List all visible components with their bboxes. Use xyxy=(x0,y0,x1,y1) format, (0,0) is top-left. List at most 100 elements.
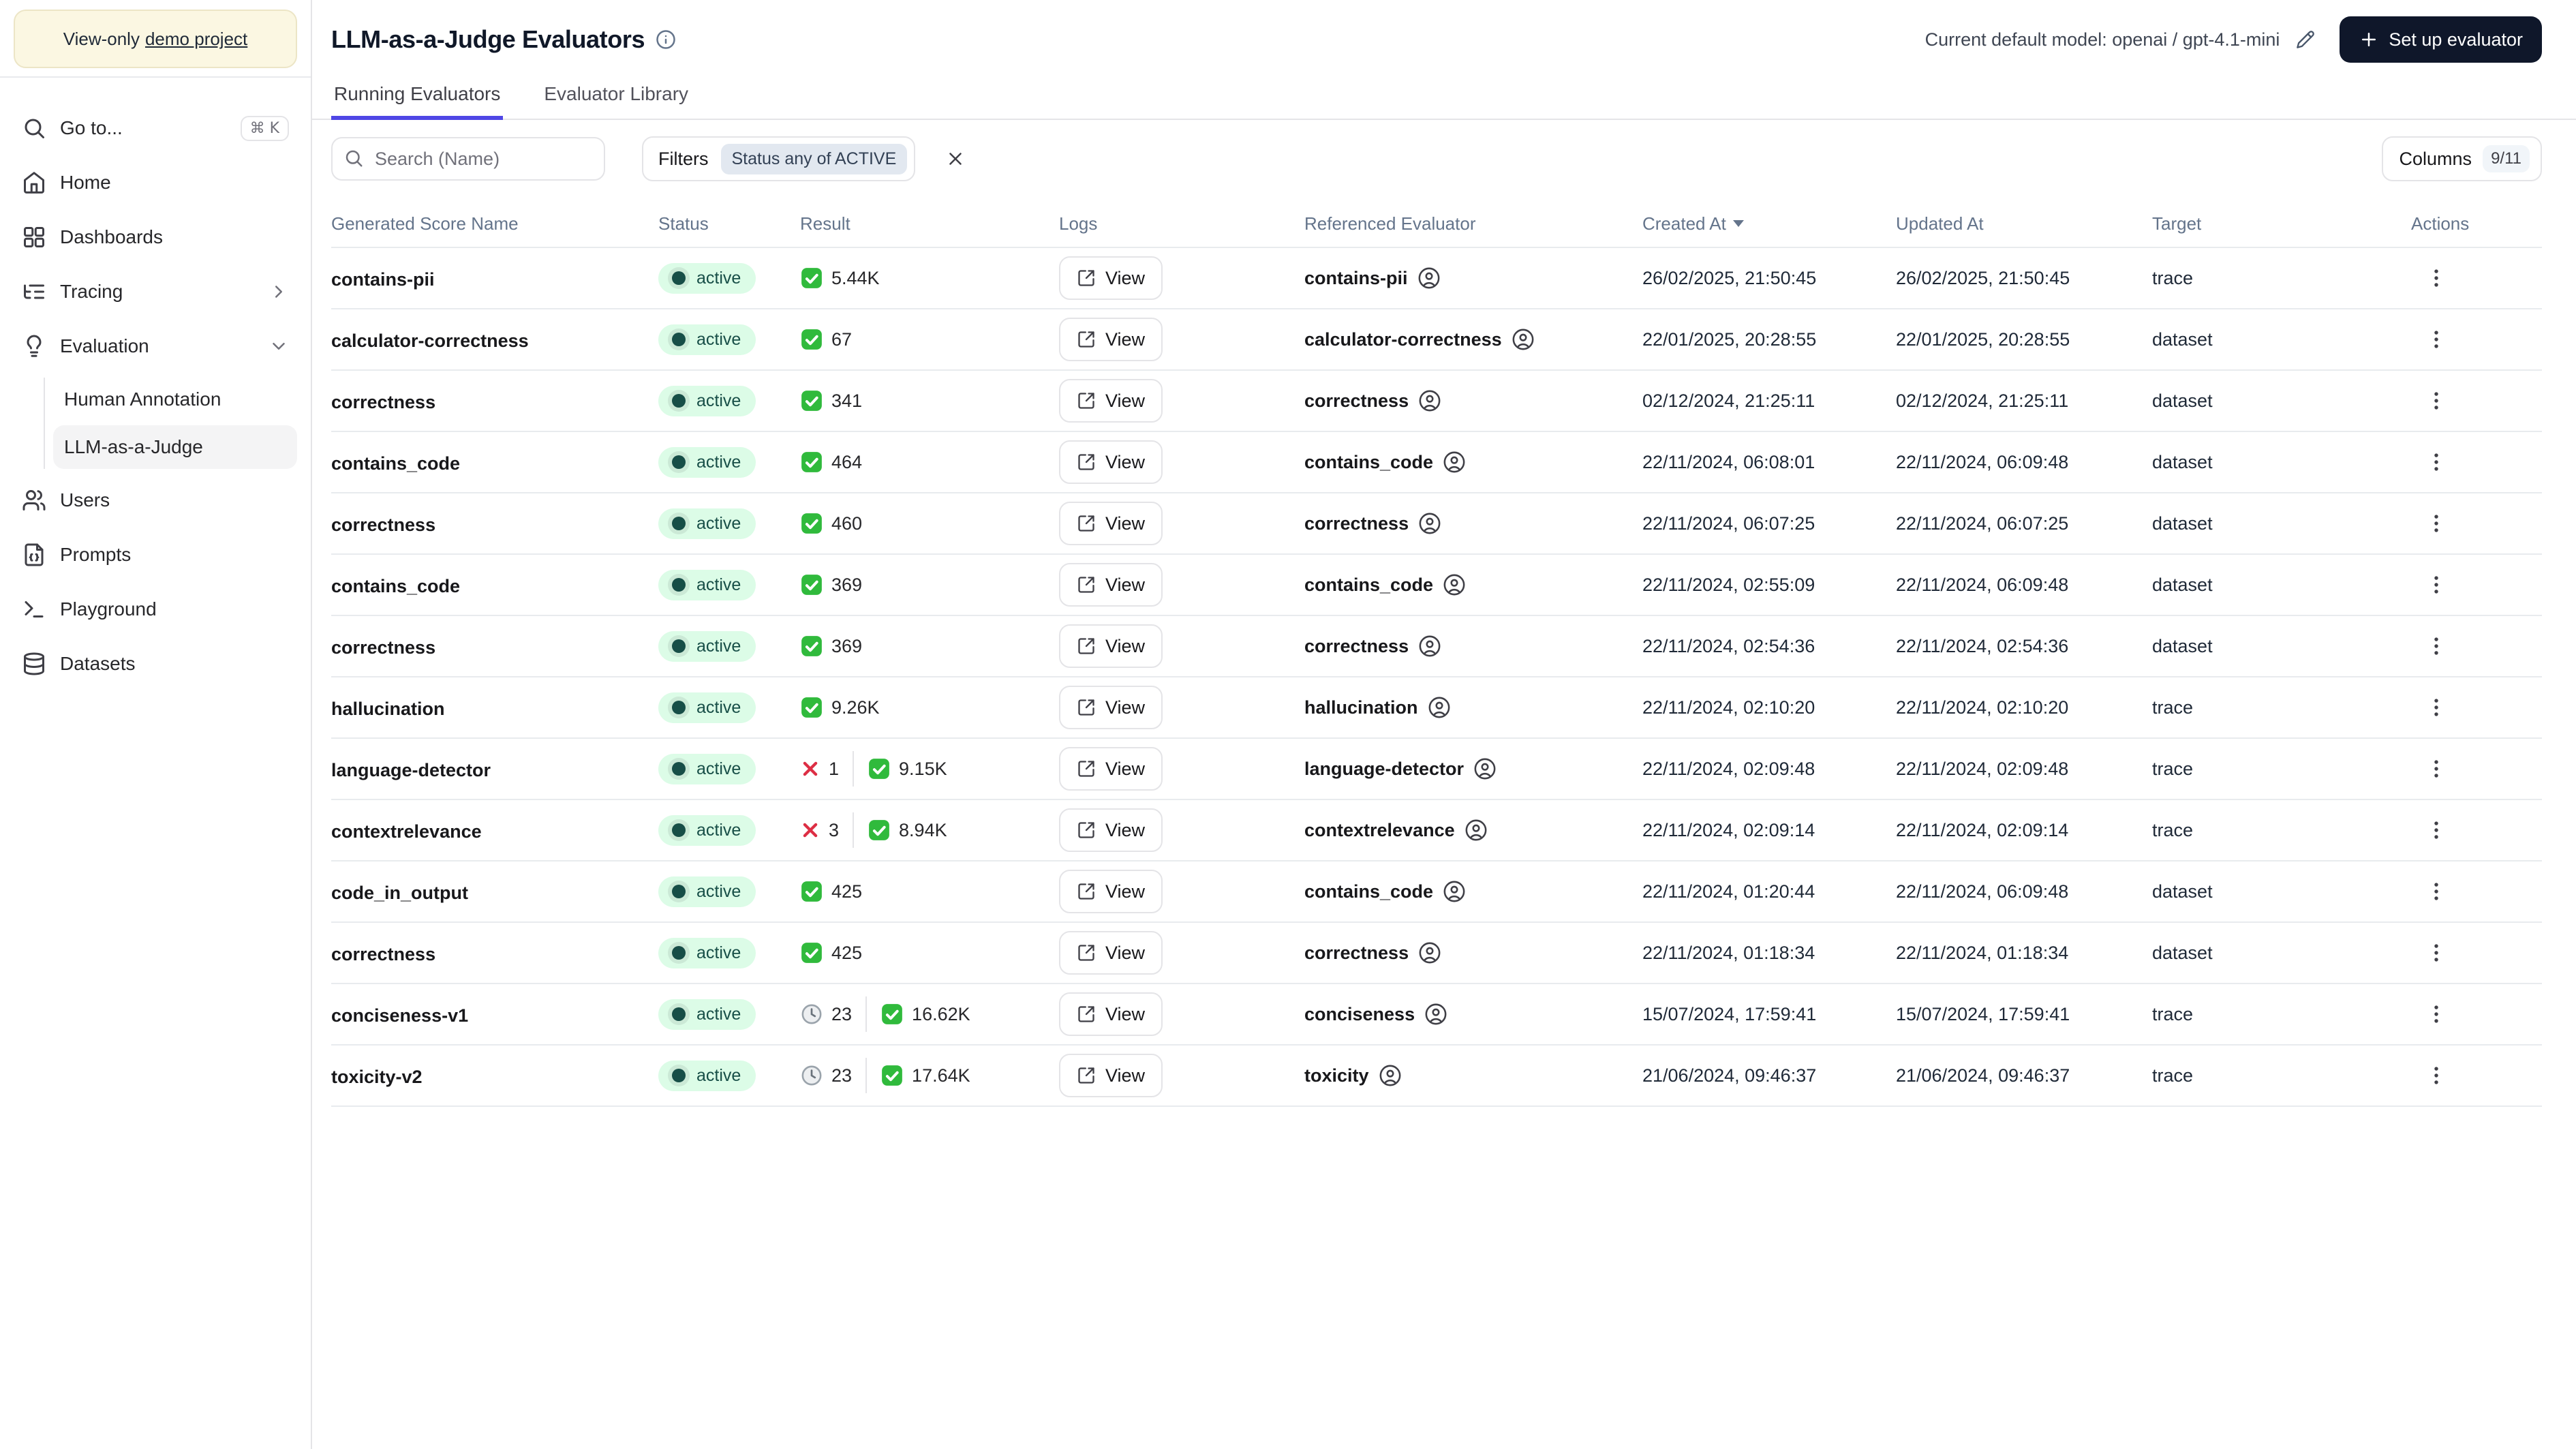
referenced-evaluator-cell: correctness xyxy=(1304,389,1642,412)
view-only-banner: View-only demo project xyxy=(14,10,297,68)
demo-project-link[interactable]: demo project xyxy=(144,28,248,49)
column-header-target: Target xyxy=(2152,213,2202,234)
row-actions-menu-button[interactable] xyxy=(2419,936,2453,970)
kebab-menu-icon xyxy=(2434,331,2438,348)
view-logs-button[interactable]: View xyxy=(1059,686,1163,729)
sidebar-item-label: Home xyxy=(60,172,111,193)
pass-check-icon xyxy=(801,513,822,534)
sidebar-item-home[interactable]: Home xyxy=(11,159,300,206)
filters-button[interactable]: Filters Status any of ACTIVE xyxy=(642,136,916,181)
view-logs-button[interactable]: View xyxy=(1059,870,1163,913)
sidebar-item-tracing[interactable]: Tracing xyxy=(11,269,300,315)
target-value: trace xyxy=(2152,267,2194,288)
row-actions-menu-button[interactable] xyxy=(2419,752,2453,786)
view-logs-button[interactable]: View xyxy=(1059,808,1163,852)
status-label: active xyxy=(696,452,741,472)
kebab-menu-icon xyxy=(2434,515,2438,532)
view-logs-button[interactable]: View xyxy=(1059,931,1163,975)
view-logs-button[interactable]: View xyxy=(1059,747,1163,791)
user-circle-icon xyxy=(1443,574,1465,596)
user-circle-icon xyxy=(1419,635,1441,657)
referenced-evaluator-cell: conciseness xyxy=(1304,1003,1642,1026)
updated-at-value: 22/11/2024, 06:09:48 xyxy=(1896,574,2069,595)
terminal-icon xyxy=(25,601,44,617)
referenced-evaluator-name: hallucination xyxy=(1304,697,1418,718)
external-link-icon xyxy=(1078,699,1094,716)
column-header-status: Status xyxy=(658,213,709,234)
status-dot-icon xyxy=(672,823,686,837)
close-icon xyxy=(949,153,962,165)
sidebar-item-llm-as-a-judge[interactable]: LLM-as-a-Judge xyxy=(53,425,297,469)
view-logs-button[interactable]: View xyxy=(1059,440,1163,484)
column-header-created-at[interactable]: Created At xyxy=(1642,213,1896,234)
generated-score-name: hallucination xyxy=(331,698,445,719)
row-actions-menu-button[interactable] xyxy=(2419,997,2453,1031)
updated-at-value: 22/11/2024, 02:10:20 xyxy=(1896,697,2069,718)
row-actions-menu-button[interactable] xyxy=(2419,384,2453,418)
sidebar-item-prompts[interactable]: Prompts xyxy=(11,532,300,578)
view-logs-button[interactable]: View xyxy=(1059,563,1163,607)
columns-button[interactable]: Columns 9/11 xyxy=(2381,136,2542,181)
updated-at-value: 22/11/2024, 06:09:48 xyxy=(1896,451,2069,472)
view-logs-button[interactable]: View xyxy=(1059,379,1163,423)
row-actions-menu-button[interactable] xyxy=(2419,568,2453,602)
external-link-icon xyxy=(1078,945,1094,961)
search-input[interactable] xyxy=(331,137,605,181)
table-row: language-detector active 1 9.15K View lan… xyxy=(331,737,2542,799)
pass-check-icon xyxy=(869,820,889,840)
view-logs-button[interactable]: View xyxy=(1059,256,1163,300)
status-badge: active xyxy=(658,324,756,355)
sidebar-item-users[interactable]: Users xyxy=(11,477,300,523)
sidebar-item-human-annotation[interactable]: Human Annotation xyxy=(53,378,297,421)
edit-model-button[interactable] xyxy=(2293,27,2318,52)
result-cell: 9.26K xyxy=(800,696,1059,719)
row-actions-menu-button[interactable] xyxy=(2419,1058,2453,1093)
clear-filters-button[interactable] xyxy=(937,140,974,177)
kebab-menu-icon xyxy=(2434,821,2438,839)
sidebar-item-goto[interactable]: Go to... ⌘ K xyxy=(11,105,300,151)
row-actions-menu-button[interactable] xyxy=(2419,813,2453,847)
view-logs-button[interactable]: View xyxy=(1059,1054,1163,1097)
sidebar-item-playground[interactable]: Playground xyxy=(11,586,300,632)
updated-at-value: 22/11/2024, 02:54:36 xyxy=(1896,635,2069,656)
view-logs-button[interactable]: View xyxy=(1059,502,1163,545)
row-actions-menu-button[interactable] xyxy=(2419,506,2453,540)
generated-score-name: correctness xyxy=(331,943,436,964)
setup-evaluator-button[interactable]: Set up evaluator xyxy=(2340,16,2542,63)
tab-evaluator-library[interactable]: Evaluator Library xyxy=(544,83,689,104)
row-actions-menu-button[interactable] xyxy=(2419,261,2453,295)
referenced-evaluator-name: contextrelevance xyxy=(1304,819,1455,840)
user-circle-icon xyxy=(1419,513,1441,534)
tab-running-evaluators[interactable]: Running Evaluators xyxy=(331,72,504,120)
target-value: dataset xyxy=(2152,574,2213,595)
row-actions-menu-button[interactable] xyxy=(2419,322,2453,356)
kebab-menu-icon xyxy=(2434,269,2438,287)
pending-clock-icon xyxy=(801,1065,822,1086)
created-at-value: 22/11/2024, 01:18:34 xyxy=(1642,942,1815,963)
created-at-value: 22/11/2024, 02:54:36 xyxy=(1642,635,1815,656)
view-logs-label: View xyxy=(1105,329,1146,350)
row-actions-menu-button[interactable] xyxy=(2419,690,2453,724)
kebab-menu-icon xyxy=(2434,392,2438,410)
result-count: 16.62K xyxy=(912,1003,970,1024)
view-logs-button[interactable]: View xyxy=(1059,992,1163,1036)
row-actions-menu-button[interactable] xyxy=(2419,445,2453,479)
sidebar-item-datasets[interactable]: Datasets xyxy=(11,641,300,687)
view-logs-label: View xyxy=(1105,451,1146,472)
status-label: active xyxy=(696,1065,741,1085)
referenced-evaluator-name: calculator-correctness xyxy=(1304,329,1502,350)
sidebar-item-evaluation[interactable]: Evaluation xyxy=(11,323,300,369)
referenced-evaluator-name: contains_code xyxy=(1304,451,1434,472)
row-actions-menu-button[interactable] xyxy=(2419,874,2453,909)
updated-at-value: 22/01/2025, 20:28:55 xyxy=(1896,329,2070,350)
info-icon[interactable] xyxy=(656,29,676,50)
generated-score-name: contains_code xyxy=(331,575,461,596)
updated-at-value: 15/07/2024, 17:59:41 xyxy=(1896,1003,2070,1024)
status-label: active xyxy=(696,881,741,901)
sidebar-item-dashboards[interactable]: Dashboards xyxy=(11,214,300,260)
row-actions-menu-button[interactable] xyxy=(2419,629,2453,663)
table-row: correctness active 341 View correctness … xyxy=(331,369,2542,431)
view-logs-button[interactable]: View xyxy=(1059,624,1163,668)
view-logs-button[interactable]: View xyxy=(1059,318,1163,361)
target-value: trace xyxy=(2152,697,2194,718)
